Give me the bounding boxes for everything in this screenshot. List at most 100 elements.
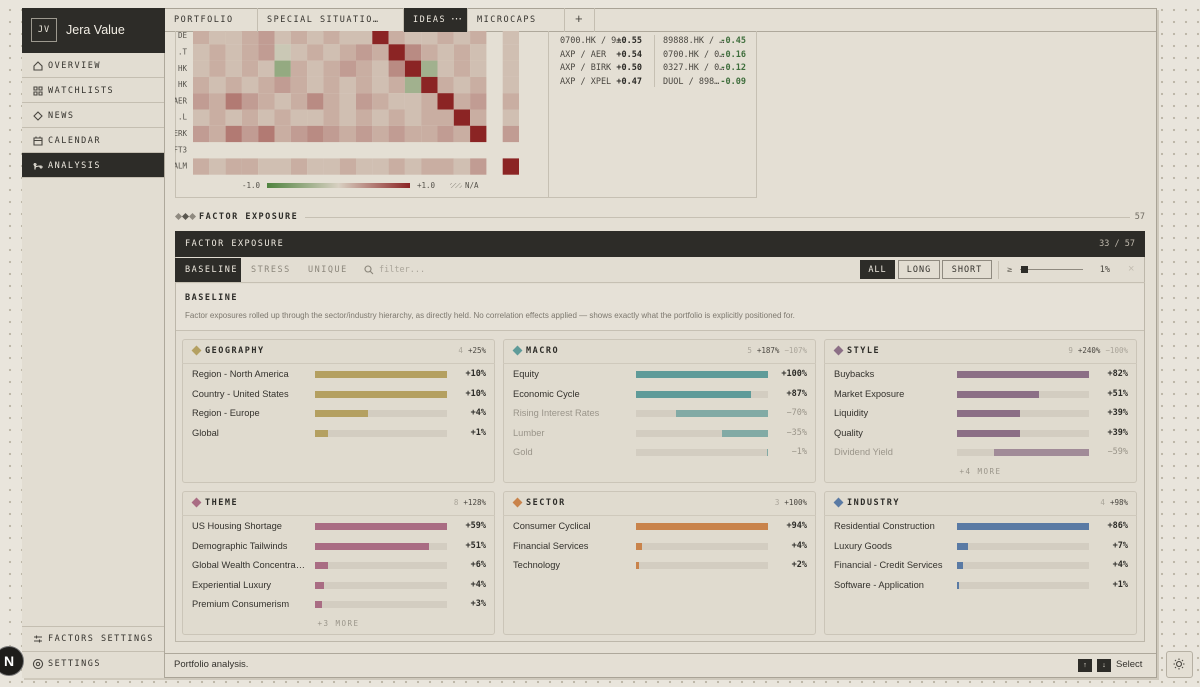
factor-name: Dividend Yield [834,447,893,457]
nav-label[interactable]: NEWS [48,111,75,121]
pair-value: +0.55 [616,36,642,46]
bar-track [315,581,447,589]
bar-track [315,429,447,437]
heatmap-cell [356,109,373,126]
pair-name: AXP / XPEL [560,77,612,88]
heatmap-cell [290,158,308,175]
heatmap-cell [225,76,242,94]
icon [33,61,43,71]
nav-item[interactable] [22,128,164,153]
factor-name: Luxury Goods [834,540,892,551]
pair-value: +0.54 [616,49,642,60]
factor-value: +51% [465,540,486,551]
card-count: 4 [458,346,463,355]
side-label[interactable]: LONG [906,265,932,275]
heatmap-cell [421,158,438,175]
factor-name: Country - United States [192,388,289,399]
heatmap-cell [209,76,226,94]
tab[interactable] [404,8,468,32]
filter-input[interactable]: filter... [379,265,426,275]
factor-name: US Housing Shortage [192,521,282,531]
nav-label[interactable]: OVERVIEW [48,61,101,71]
nav-item[interactable] [22,103,164,128]
slider-knob[interactable] [1021,266,1028,273]
subtab-label[interactable]: UNIQUE [308,265,348,275]
nav-item[interactable] [22,53,164,78]
nav-label[interactable]: FACTORS SETTINGS [48,634,154,644]
nav-item[interactable] [22,651,164,676]
heatmap-cell [274,93,291,110]
tab-label[interactable]: MICROCAPS [477,15,537,25]
card-stats: 9 +240% −100% [1068,345,1128,357]
subtab-bar [175,257,1145,283]
row-label: HK [178,64,188,73]
subtab-label[interactable]: STRESS [251,265,291,275]
row-label: FT3 [175,145,187,154]
heatmap-cell [372,158,389,175]
badge[interactable]: N [0,646,24,676]
nav-item[interactable] [22,78,164,103]
tab-label[interactable]: IDEAS [413,15,447,25]
add-tab-label[interactable]: + [575,11,583,26]
add-tab[interactable] [565,8,595,32]
key-hint: ↓ [1097,659,1111,672]
heatmap-cell [356,158,373,175]
factor-name: Quality [834,427,863,438]
icon-shape [33,136,43,146]
bar-track [315,562,447,569]
heatmap-cell [193,31,210,45]
heatmap-cell [453,158,471,175]
nav-label[interactable]: CALENDAR [48,136,101,146]
subtab-label[interactable]: BASELINE [185,265,238,275]
slider-track[interactable] [1020,269,1083,270]
heatmap-cell [372,44,389,61]
heatmap-cell [241,76,259,94]
tab-label[interactable]: SPECIAL SITUATIO… [267,15,380,25]
threshold-symbol: ≥ [1007,265,1013,275]
side-button[interactable] [860,260,895,279]
icon-shape [32,658,44,670]
side-button[interactable] [898,260,940,279]
heatmap-cell [307,158,324,175]
tab-menu[interactable]: ⋯ [451,13,462,25]
heatmap-panel [175,31,757,198]
heatmap-cell [356,44,373,61]
side-label[interactable]: ALL [868,265,887,275]
tab[interactable] [258,8,404,32]
card-header [182,491,495,516]
nav-item[interactable] [22,153,164,178]
heatmap-cell [388,158,405,175]
tab[interactable] [165,8,258,32]
heatmap-cell [307,76,324,94]
factor-value: +10% [465,388,486,399]
row-label: ALM [175,162,187,171]
heatmap-cell [470,44,487,61]
side-button[interactable] [942,260,992,279]
nav-item[interactable] [22,626,164,651]
heatmap-cell [274,60,291,77]
icon [1173,658,1185,670]
clear-button[interactable]: × [1128,263,1135,275]
more-link[interactable]: +4 MORE [959,467,1002,476]
bar-track [315,410,447,417]
nav-label[interactable]: WATCHLISTS [48,86,115,96]
heatmap-cell [274,31,291,45]
nav-label[interactable]: SETTINGS [48,659,101,669]
tab-label[interactable]: PORTFOLIO [174,15,234,25]
factor-bar [994,449,1089,456]
side-label[interactable]: SHORT [951,265,983,275]
bar-track [957,562,1089,569]
heatmap-cell [388,93,405,110]
section-title: FACTOR EXPOSURE [199,212,299,222]
legend-label: +1.0 [417,181,436,190]
tab[interactable] [468,8,565,32]
more-link[interactable]: +3 MORE [317,619,360,628]
heatmap-cell [404,31,422,45]
pair-name: AXP / AER [560,49,607,60]
theme-toggle[interactable] [1166,651,1193,678]
nav-label[interactable]: ANALYSIS [48,161,101,171]
bar-track [957,581,1089,589]
heatmap-cell [356,60,373,77]
factor-value: +1% [1112,579,1128,590]
subtab[interactable] [175,258,241,282]
